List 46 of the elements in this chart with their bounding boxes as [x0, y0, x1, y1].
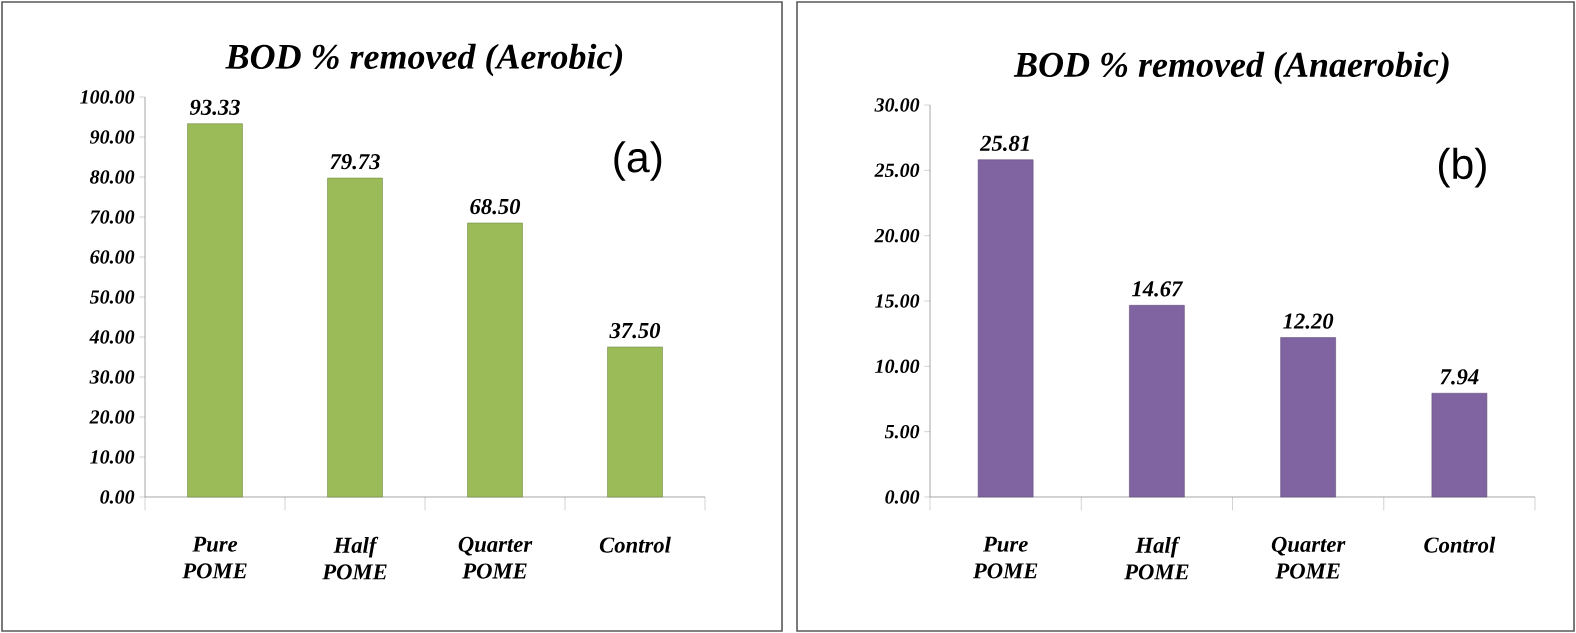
bar — [1280, 337, 1336, 498]
data-label: 68.50 — [470, 198, 521, 215]
bar — [187, 123, 243, 498]
y-tick-label: 25.00 — [874, 163, 920, 178]
y-tick-label: 70.00 — [90, 210, 135, 224]
data-label: 14.67 — [1131, 281, 1184, 297]
y-tick-label: 0.00 — [100, 490, 135, 504]
chart-title: BOD % removed (Anaerobic) — [1013, 51, 1449, 85]
y-tick-label: 50.00 — [89, 290, 135, 304]
y-tick-label: 30.00 — [874, 98, 920, 112]
y-tick-label: 0.00 — [885, 490, 920, 504]
bar — [467, 222, 523, 498]
x-tick-label: Control — [599, 536, 671, 553]
y-tick-label: 10.00 — [875, 359, 920, 374]
annotation: (b) — [1439, 147, 1486, 188]
x-tick-label: Quarter POME — [458, 536, 533, 579]
y-tick-label: 60.00 — [90, 250, 135, 264]
x-tick-label: Half POME — [1124, 536, 1189, 580]
y-tick-label: 10.00 — [90, 450, 135, 464]
y-tick-label: 20.00 — [874, 228, 920, 243]
y-tick-label: 40.00 — [89, 330, 135, 344]
y-tick-label: 80.00 — [89, 170, 135, 184]
bar — [977, 159, 1034, 498]
chart-title: BOD % removed (Aerobic) — [225, 43, 623, 77]
y-tick-label: 15.00 — [875, 294, 920, 308]
data-label: 79.73 — [330, 154, 380, 170]
x-tick-label: Half POME — [322, 536, 387, 580]
y-tick-label: 20.00 — [89, 410, 135, 424]
y-tick-label: 30.00 — [89, 370, 135, 384]
bar — [607, 346, 663, 498]
bar — [1129, 305, 1185, 498]
x-tick-label: Control — [1424, 536, 1496, 553]
x-tick-label: Pure POME — [182, 536, 247, 579]
data-label: 7.94 — [1440, 369, 1479, 385]
x-tick-label: Quarter POME — [1271, 536, 1346, 579]
y-tick-label: 100.00 — [80, 90, 135, 104]
y-tick-label: 5.00 — [884, 424, 920, 439]
data-label: 93.33 — [189, 99, 240, 115]
bar — [1431, 392, 1488, 498]
data-label: 25.81 — [979, 135, 1029, 152]
x-tick-label: Pure POME — [972, 536, 1038, 579]
data-label: 37.50 — [609, 322, 661, 339]
bar — [327, 177, 383, 498]
y-tick-label: 90.00 — [89, 130, 135, 144]
data-label: 12.20 — [1283, 313, 1334, 329]
annotation: (a) — [614, 141, 662, 181]
